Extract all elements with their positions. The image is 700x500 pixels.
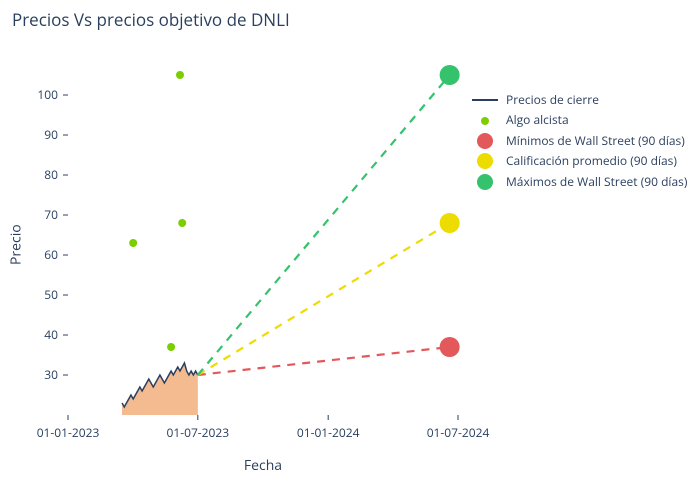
legend: Precios de cierreAlgo alcistaMínimos de …	[470, 90, 687, 192]
svg-text:60: 60	[44, 246, 58, 263]
chart-container: Precios Vs precios objetivo de DNLI 3040…	[0, 0, 700, 500]
bullish-point	[178, 219, 186, 227]
legend-swatch	[470, 173, 500, 191]
legend-label: Calificación promedio (90 días)	[506, 151, 677, 171]
svg-text:01-07-2023: 01-07-2023	[167, 424, 230, 441]
target-dot-avg	[440, 213, 460, 233]
legend-label: Precios de cierre	[506, 90, 599, 110]
legend-swatch	[470, 112, 500, 130]
legend-item: Máximos de Wall Street (90 días)	[470, 172, 687, 192]
x-axis-title: Fecha	[68, 456, 458, 475]
plot-svg: 3040506070809010001-01-202301-07-202301-…	[68, 75, 458, 415]
bullish-point	[167, 343, 175, 351]
legend-swatch	[470, 132, 500, 150]
legend-swatch	[470, 91, 500, 109]
legend-label: Máximos de Wall Street (90 días)	[506, 172, 687, 192]
target-line-high	[198, 75, 450, 375]
svg-text:50: 50	[44, 286, 58, 303]
legend-label: Algo alcista	[506, 110, 569, 130]
chart-title: Precios Vs precios objetivo de DNLI	[12, 8, 290, 31]
legend-item: Algo alcista	[470, 110, 687, 130]
target-dot-low	[440, 337, 460, 357]
target-dot-high	[440, 65, 460, 85]
legend-item: Calificación promedio (90 días)	[470, 151, 687, 171]
legend-item: Precios de cierre	[470, 90, 687, 110]
plot-area: 3040506070809010001-01-202301-07-202301-…	[68, 75, 458, 415]
svg-text:90: 90	[44, 126, 58, 143]
legend-swatch	[470, 152, 500, 170]
svg-text:30: 30	[44, 366, 58, 383]
svg-text:01-07-2024: 01-07-2024	[427, 424, 490, 441]
target-line-low	[198, 347, 450, 375]
legend-item: Mínimos de Wall Street (90 días)	[470, 131, 687, 151]
legend-label: Mínimos de Wall Street (90 días)	[506, 131, 685, 151]
bullish-point	[176, 71, 184, 79]
svg-text:80: 80	[44, 166, 58, 183]
y-axis-title: Precio	[6, 75, 26, 415]
bullish-point	[129, 239, 137, 247]
svg-text:70: 70	[44, 206, 58, 223]
svg-text:40: 40	[44, 326, 58, 343]
svg-text:01-01-2023: 01-01-2023	[37, 424, 100, 441]
svg-text:01-01-2024: 01-01-2024	[297, 424, 360, 441]
svg-text:100: 100	[37, 86, 58, 103]
